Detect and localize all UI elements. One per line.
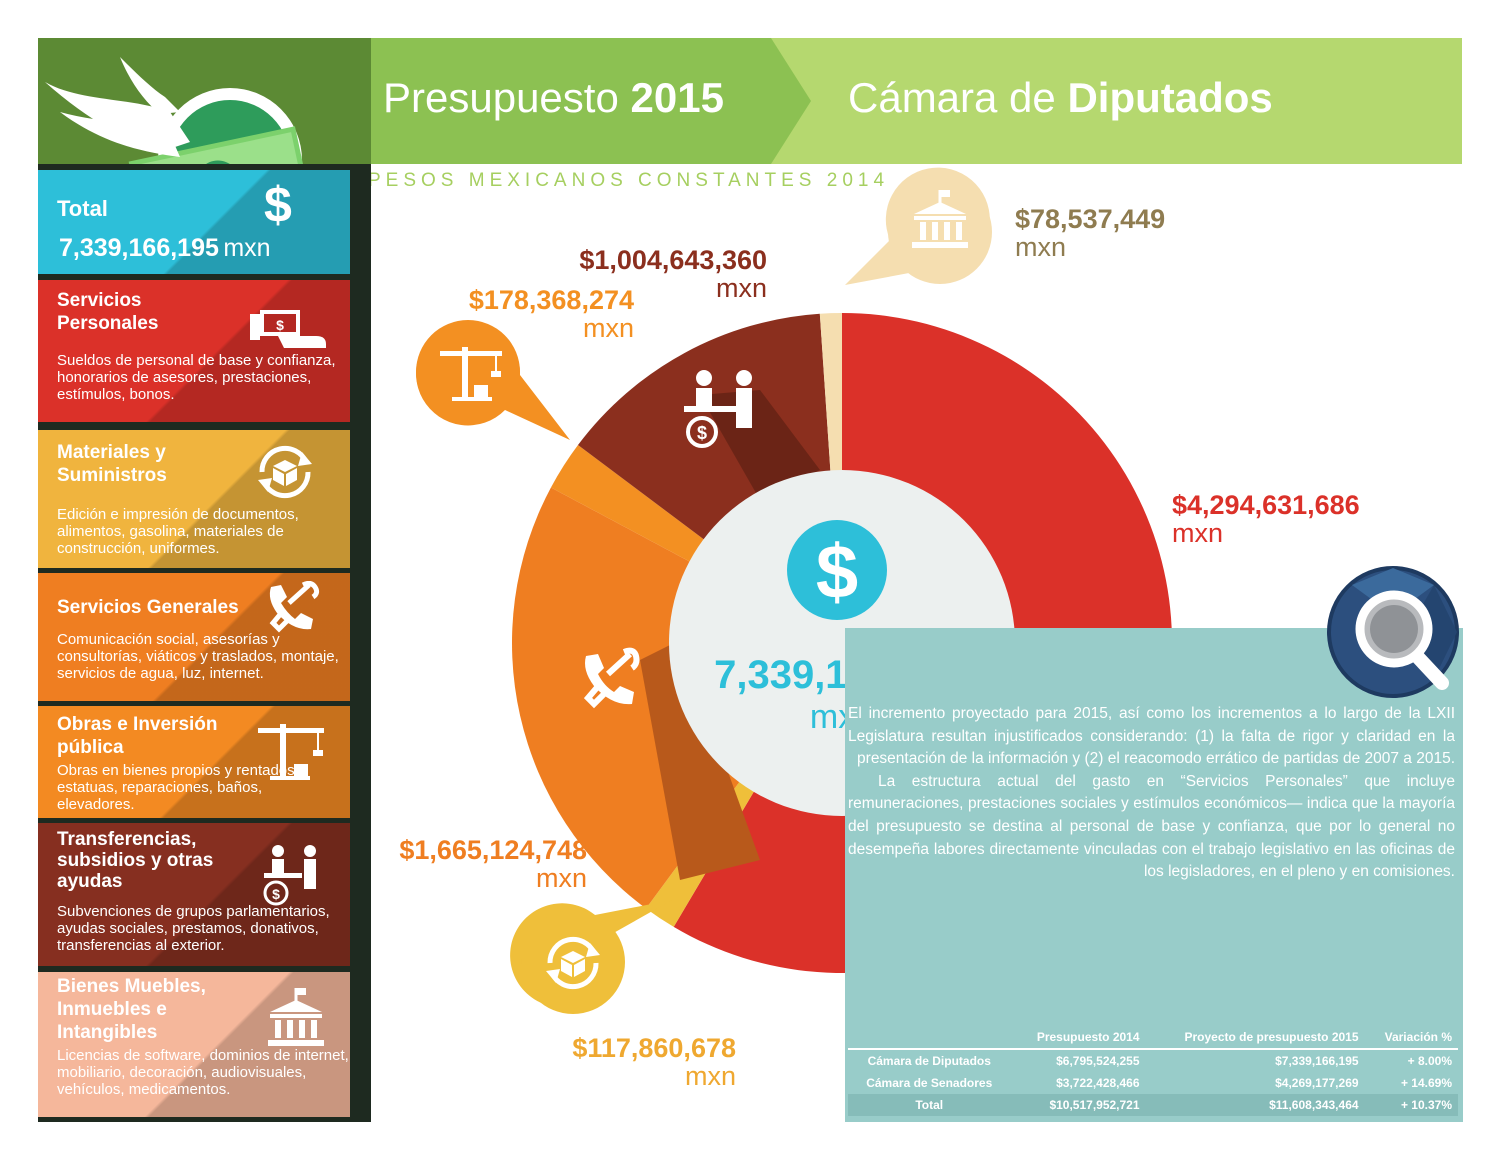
people-transfer-icon: $ [684,370,752,448]
header-arrow [761,38,811,164]
table-row: Cámara de Senadores $3,722,428,466 $4,26… [848,1072,1458,1094]
sidebar-item-transferencias: Transferencias, subsidios y otras ayudas… [38,823,350,966]
table-header: Variación % [1364,1026,1458,1050]
table-cell: $4,269,177,269 [1275,1076,1359,1090]
label-servicios-generales: $1,665,124,748 mxn [399,835,587,893]
center-dollar-icon [787,520,887,620]
sidebar-item-desc: Comunicación social, asesorías y consult… [57,631,339,682]
total-label: Total [57,196,108,221]
crane-icon [440,347,502,401]
building-icon [268,988,324,1046]
sidebar-item-servicios-generales: Servicios Generales Comunicación social,… [38,573,350,701]
svg-text:$: $ [272,886,280,902]
sidebar-item-servicios-personales: Servicios Personales Sueldos de personal… [38,280,350,422]
page-title: Presupuesto 2015 [383,74,724,121]
table-header: Proyecto de presupuesto 2015 [1145,1026,1365,1050]
box-cycle-icon [258,445,312,499]
table-cell: $7,339,166,195 [1275,1054,1359,1068]
sidebar-item-title: Obras e Inversión pública [57,714,218,758]
box-cycle-icon [546,936,600,990]
table-cell: + 14.69% [1400,1076,1452,1090]
label-obras: $178,368,274 mxn [468,285,634,343]
label-servicios-personales: $4,294,631,686 mxn [1172,490,1360,548]
sidebar-item-desc: Sueldos de personal de base y confianza,… [57,352,336,403]
budget-table: Presupuesto 2014 Proyecto de presupuesto… [848,1026,1458,1116]
page-title-right: Cámara de Diputados [848,74,1273,121]
info-paragraph-1: El incremento proyectado para 2015, así … [848,705,1455,768]
table-cell: $3,722,428,466 [1056,1076,1140,1090]
phone-wrench-icon [269,581,320,633]
building-icon [912,190,968,248]
sidebar-item-desc: Edición e impresión de documentos, alime… [57,506,299,557]
sidebar-item-title: Materiales y Suministros [57,442,167,486]
table-header-row: Presupuesto 2014 Proyecto de presupuesto… [848,1026,1458,1050]
total-value: 7,339,166,195 mxn [59,234,271,262]
table-row: Cámara de Diputados $6,795,524,255 $7,33… [848,1049,1458,1072]
table-cell: Cámara de Senadores [866,1076,993,1090]
table-cell: Cámara de Diputados [867,1054,991,1068]
sidebar-item-bienes: Bienes Muebles, Inmuebles e Intangibles … [38,972,350,1117]
label-transferencias: $1,004,643,360 mxn [579,245,767,303]
people-transfer-icon: $ [263,845,316,906]
sidebar-item-desc: Subvenciones de grupos parlamentarios, a… [57,903,330,954]
sidebar-item-title: Bienes Muebles, Inmuebles e Intangibles [57,976,206,1043]
info-text: El incremento proyectado para 2015, así … [848,703,1455,884]
table-header: Presupuesto 2014 [1010,1026,1146,1050]
callout-obras [416,320,570,440]
magnifier-icon [1327,566,1459,698]
table-total-row: Total $10,517,952,721 $11,608,343,464 + … [848,1094,1458,1116]
sidebar-total-card: Total 7,339,166,195 mxn $ [38,170,350,274]
slice-shadow [700,390,820,500]
header-right-panel [771,38,1462,164]
center-dollar-glyph: $ [816,530,858,615]
slice-shadow [640,640,760,880]
svg-text:$: $ [697,423,707,443]
label-bienes: $78,537,449 mxn [1015,204,1166,262]
table-cell: $11,608,343,464 [1145,1094,1365,1116]
callout-materiales [510,900,672,1014]
table-cell: $10,517,952,721 [1010,1094,1146,1116]
sidebar-item-title: Transferencias, subsidios y otras ayudas [57,829,214,892]
sidebar-item-title: Servicios Personales [57,290,159,334]
table-cell: Total [848,1094,1011,1116]
sidebar-item-obras: Obras e Inversión pública Obras en biene… [38,706,350,818]
table-cell: $6,795,524,255 [1056,1054,1140,1068]
table-cell: + 8.00% [1407,1054,1452,1068]
subtitle: PESOS MEXICANOS CONSTANTES 2014 [368,170,890,191]
phone-wrench-icon [583,647,640,709]
sidebar-item-materiales: Materiales y Suministros Edición e impre… [38,430,350,568]
table-header [848,1026,1011,1050]
svg-text:$: $ [276,317,284,333]
sidebar-item-desc: Obras en bienes propios y rentados, esta… [57,762,299,813]
dollar-icon: $ [264,177,292,233]
table-cell: + 10.37% [1364,1094,1458,1116]
label-materiales: $117,860,678 mxn [572,1033,736,1091]
crane-icon [258,724,324,780]
callout-bienes [845,167,992,285]
info-paragraph-2: La estructura actual del gasto en “Servi… [848,772,1455,881]
header-title-panel [371,38,771,164]
sidebar-item-desc: Licencias de software, dominios de inter… [57,1047,349,1098]
cash-hand-icon: $ [250,310,326,348]
sidebar-item-title: Servicios Generales [57,597,239,618]
